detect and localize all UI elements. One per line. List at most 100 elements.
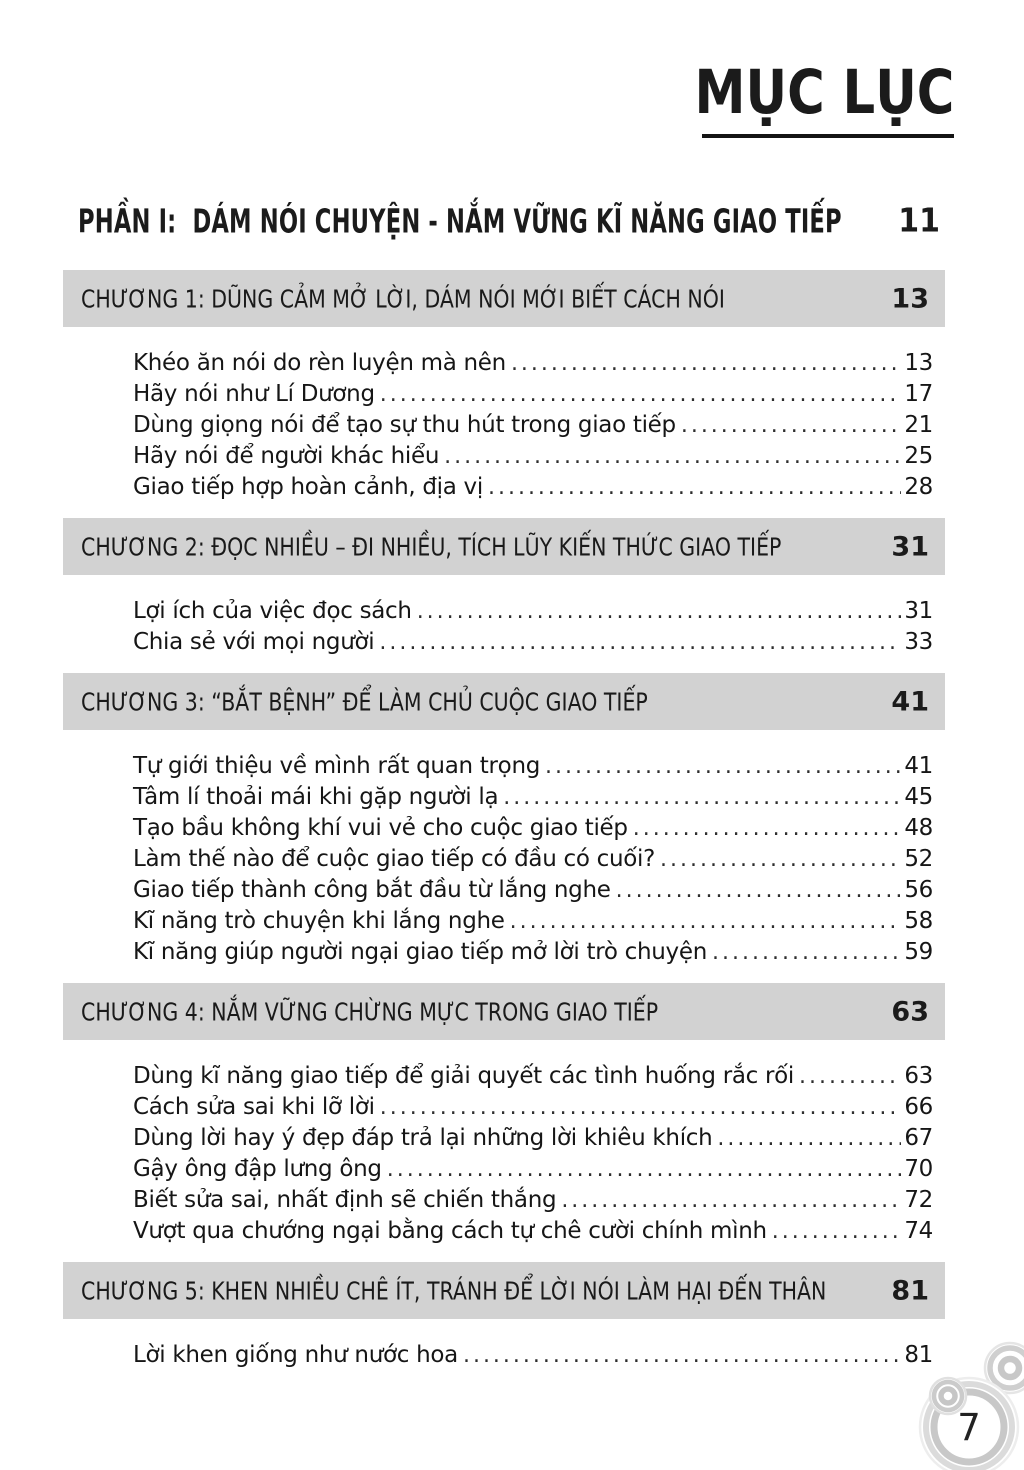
part-title: PHẦN I: DÁM NÓI CHUYỆN - NẮM VỮNG KĨ NĂN… — [78, 202, 842, 241]
toc-item-page-number: 59 — [904, 939, 933, 965]
dot-leader — [379, 627, 901, 658]
part-label: PHẦN I: — [78, 201, 177, 241]
toc-item: Biết sửa sai, nhất định sẽ chiến thắng 72 — [133, 1185, 933, 1216]
part-title-text: DÁM NÓI CHUYỆN - NẮM VỮNG KĨ NĂNG GIAO T… — [192, 201, 842, 241]
toc-item-page-number: 33 — [904, 629, 933, 655]
toc-item-page-number: 81 — [904, 1342, 933, 1368]
toc-item-title: Tạo bầu không khí vui vẻ cho cuộc giao t… — [133, 815, 628, 841]
toc-item-title: Vượt qua chướng ngại bằng cách tự chê cư… — [133, 1218, 767, 1244]
chapter-heading: CHƯƠNG 4: NẮM VỮNG CHỪNG MỰC TRONG GIAO … — [81, 997, 659, 1026]
dot-leader — [511, 348, 901, 379]
dot-leader — [799, 1061, 901, 1092]
toc-item: Lợi ích của việc đọc sách 31 — [133, 596, 933, 627]
dot-leader — [545, 751, 901, 782]
dot-leader — [417, 596, 901, 627]
toc-item: Khéo ăn nói do rèn luyện mà nên 13 — [133, 348, 933, 379]
dot-leader — [660, 844, 901, 875]
toc-item: Dùng giọng nói để tạo sự thu hút trong g… — [133, 410, 933, 441]
toc-item-page-number: 13 — [904, 350, 933, 376]
dot-leader — [387, 1154, 901, 1185]
toc-item-title: Lời khen giống như nước hoa — [133, 1342, 458, 1368]
dot-leader — [380, 1092, 901, 1123]
chapter-heading: CHƯƠNG 5: KHEN NHIỀU CHÊ ÍT, TRÁNH ĐỂ LỜ… — [81, 1276, 827, 1305]
chapter-heading-bar: CHƯƠNG 3: “BẮT BỆNH” ĐỂ LÀM CHỦ CUỘC GIA… — [63, 673, 945, 730]
toc-item: Giao tiếp thành công bắt đầu từ lắng ngh… — [133, 875, 933, 906]
chapter-section: CHƯƠNG 1: DŨNG CẢM MỞ LỜI, DÁM NÓI MỚI B… — [63, 270, 945, 518]
part-heading: PHẦN I: DÁM NÓI CHUYỆN - NẮM VỮNG KĨ NĂN… — [78, 198, 940, 244]
toc-item-title: Biết sửa sai, nhất định sẽ chiến thắng — [133, 1187, 557, 1213]
chapter-page-number: 31 — [891, 531, 929, 562]
chapter-section: CHƯƠNG 5: KHEN NHIỀU CHÊ ÍT, TRÁNH ĐỂ LỜ… — [63, 1262, 945, 1386]
toc-item: Hãy nói như Lí Dương 17 — [133, 379, 933, 410]
toc-item-title: Dùng giọng nói để tạo sự thu hút trong g… — [133, 412, 676, 438]
toc-item-title: Kĩ năng giúp người ngại giao tiếp mở lời… — [133, 939, 707, 965]
toc-item: Làm thế nào để cuộc giao tiếp có đầu có … — [133, 844, 933, 875]
chapter-items: Dùng kĩ năng giao tiếp để giải quyết các… — [63, 1040, 945, 1262]
toc-item-title: Làm thế nào để cuộc giao tiếp có đầu có … — [133, 846, 656, 872]
toc-item-page-number: 45 — [904, 784, 933, 810]
toc-item-page-number: 67 — [904, 1125, 933, 1151]
chapter-items: Tự giới thiệu về mình rất quan trọng 41 Tâ… — [63, 730, 945, 983]
toc-item: Dùng kĩ năng giao tiếp để giải quyết các… — [133, 1061, 933, 1092]
dot-leader — [503, 782, 901, 813]
toc-item-page-number: 21 — [904, 412, 933, 438]
chapter-heading-bar: CHƯƠNG 4: NẮM VỮNG CHỪNG MỰC TRONG GIAO … — [63, 983, 945, 1040]
toc-item: Tâm lí thoải mái khi gặp người lạ 45 — [133, 782, 933, 813]
toc-item: Lời khen giống như nước hoa 81 — [133, 1340, 933, 1371]
chapter-items: Lời khen giống như nước hoa 81 — [63, 1319, 945, 1386]
chapter-page-number: 63 — [891, 996, 929, 1027]
toc-item: Hãy nói để người khác hiểu 25 — [133, 441, 933, 472]
toc-item: Chia sẻ với mọi người 33 — [133, 627, 933, 658]
circles-ornament-icon: 7 — [918, 1341, 1024, 1470]
toc-item: Dùng lời hay ý đẹp đáp trả lại những lời… — [133, 1123, 933, 1154]
toc-item-page-number: 48 — [904, 815, 933, 841]
dot-leader — [561, 1185, 901, 1216]
toc-item-title: Gậy ông đập lưng ông — [133, 1156, 382, 1182]
dot-leader — [717, 1123, 901, 1154]
dot-leader — [633, 813, 901, 844]
toc-item-title: Hãy nói như Lí Dương — [133, 381, 375, 407]
toc-item: Kĩ năng trò chuyện khi lắng nghe 58 — [133, 906, 933, 937]
chapter-section: CHƯƠNG 3: “BẮT BỆNH” ĐỂ LÀM CHỦ CUỘC GIA… — [63, 673, 945, 983]
toc-item-page-number: 17 — [904, 381, 933, 407]
toc-item-title: Dùng kĩ năng giao tiếp để giải quyết các… — [133, 1063, 795, 1089]
toc-item-title: Giao tiếp thành công bắt đầu từ lắng ngh… — [133, 877, 611, 903]
toc-item-page-number: 63 — [904, 1063, 933, 1089]
chapter-heading-bar: CHƯƠNG 2: ĐỌC NHIỀU – ĐI NHIỀU, TÍCH LŨY… — [63, 518, 945, 575]
toc-item-page-number: 28 — [904, 474, 933, 500]
dot-leader — [681, 410, 901, 441]
toc-item-title: Hãy nói để người khác hiểu — [133, 443, 440, 469]
toc-item-title: Tâm lí thoải mái khi gặp người lạ — [133, 784, 499, 810]
toc-item: Tự giới thiệu về mình rất quan trọng 41 — [133, 751, 933, 782]
chapter-section: CHƯƠNG 2: ĐỌC NHIỀU – ĐI NHIỀU, TÍCH LŨY… — [63, 518, 945, 673]
chapter-page-number: 41 — [891, 686, 929, 717]
toc-item-page-number: 66 — [904, 1094, 933, 1120]
part-page-number: 11 — [898, 201, 940, 241]
toc-item-title: Lợi ích của việc đọc sách — [133, 598, 412, 624]
toc-item: Cách sửa sai khi lỡ lời 66 — [133, 1092, 933, 1123]
toc-item-page-number: 56 — [904, 877, 933, 903]
dot-leader — [510, 906, 901, 937]
chapter-items: Khéo ăn nói do rèn luyện mà nên 13 Hãy nói… — [63, 327, 945, 518]
toc-item-page-number: 74 — [904, 1218, 933, 1244]
dot-leader — [380, 379, 901, 410]
toc-item-title: Kĩ năng trò chuyện khi lắng nghe — [133, 908, 505, 934]
toc-item-title: Giao tiếp hợp hoàn cảnh, địa vị — [133, 474, 483, 500]
toc-item-title: Tự giới thiệu về mình rất quan trọng — [133, 753, 541, 779]
chapter-page-number: 81 — [891, 1275, 929, 1306]
toc-item-title: Chia sẻ với mọi người — [133, 629, 375, 655]
title-underline — [702, 134, 954, 138]
chapter-items: Lợi ích của việc đọc sách 31 Chia sẻ với m… — [63, 575, 945, 673]
page-header: MỤC LỤC — [645, 62, 954, 138]
dot-leader — [616, 875, 901, 906]
toc-item-title: Khéo ăn nói do rèn luyện mà nên — [133, 350, 506, 376]
decoration-circles: 7 — [824, 1290, 1024, 1470]
toc-item-title: Dùng lời hay ý đẹp đáp trả lại những lời… — [133, 1125, 713, 1151]
toc-item-page-number: 72 — [904, 1187, 933, 1213]
toc-item: Vượt qua chướng ngại bằng cách tự chê cư… — [133, 1216, 933, 1247]
toc-item: Kĩ năng giúp người ngại giao tiếp mở lời… — [133, 937, 933, 968]
toc-item-page-number: 31 — [904, 598, 933, 624]
dot-leader — [444, 441, 901, 472]
toc-item-page-number: 25 — [904, 443, 933, 469]
